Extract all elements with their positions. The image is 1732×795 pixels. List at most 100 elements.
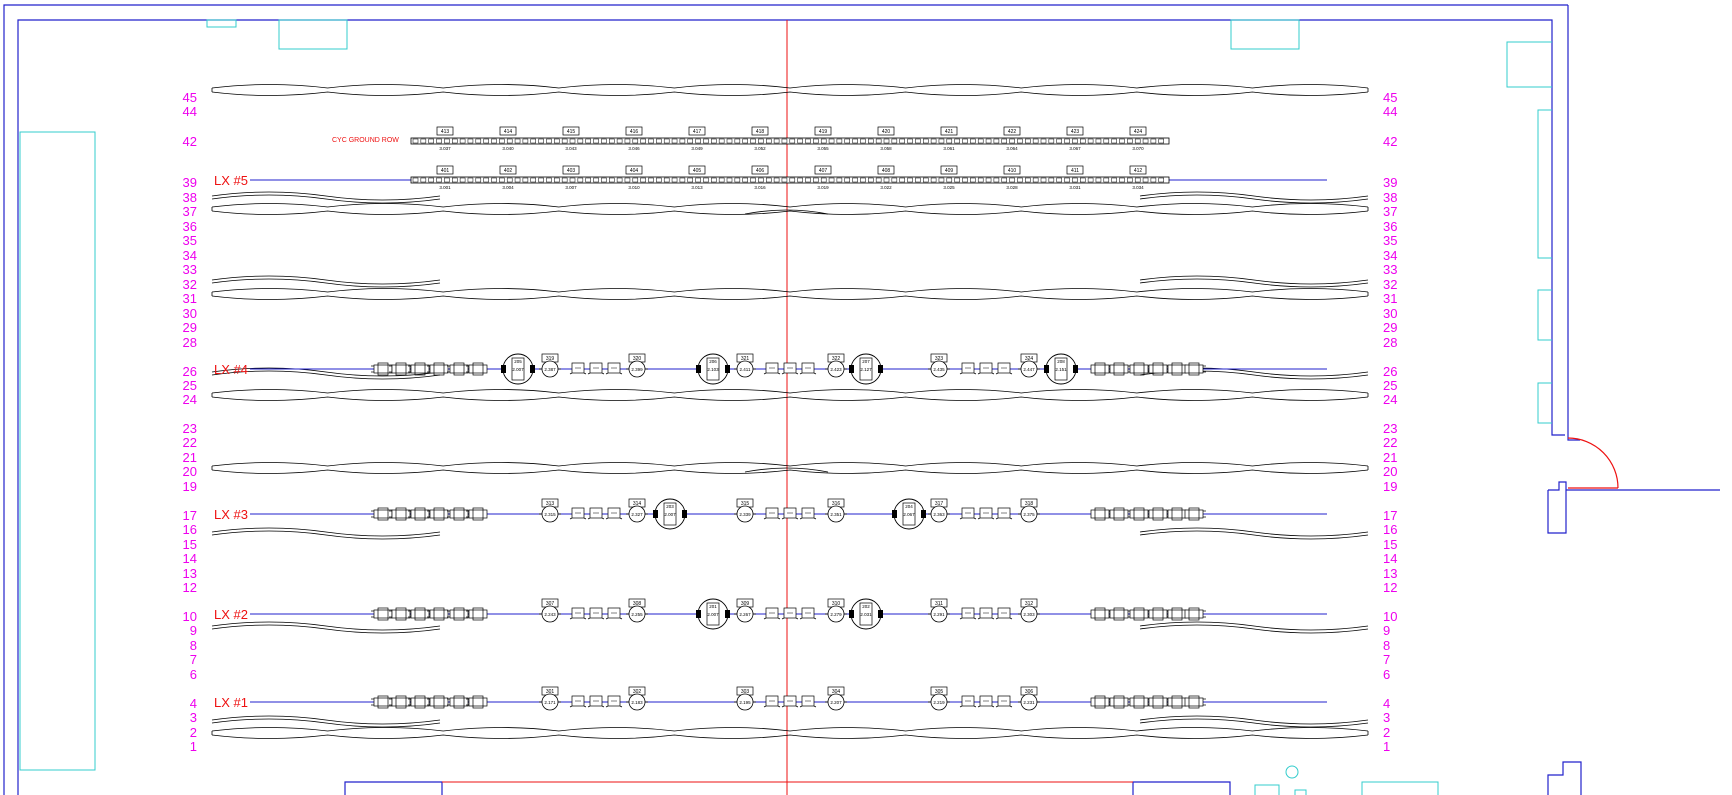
strip-cell xyxy=(758,138,764,144)
wash-fixture: 324 2.447 xyxy=(1018,353,1040,378)
line-number-right: 13 xyxy=(1383,566,1397,581)
wash-fixture: 313 2.315 xyxy=(539,498,561,523)
strip-cell xyxy=(750,138,756,144)
step-3 xyxy=(1361,781,1439,795)
channel-number: 208 xyxy=(1057,359,1065,364)
strip-cell xyxy=(475,138,482,144)
channel-number: 412 xyxy=(1134,168,1143,174)
strip-cell xyxy=(656,177,662,183)
channel-box xyxy=(1129,165,1147,175)
strip-cell xyxy=(742,138,748,144)
wash-fixture: 315 2.339 xyxy=(734,498,756,523)
channel-number: 301 xyxy=(546,689,555,695)
strip-cell xyxy=(1158,138,1164,144)
line-number-left: 31 xyxy=(183,291,197,306)
line-number-left: 25 xyxy=(183,378,197,393)
wash-fixture: 308 2.255 xyxy=(626,598,648,623)
dmx-address: 3.058 xyxy=(880,146,892,151)
cyc-ground-row-label: CYC GROUND ROW xyxy=(332,137,399,144)
strip-cell xyxy=(1064,138,1070,144)
wash-fixture: 302 2.183 xyxy=(626,686,648,711)
strip-cell xyxy=(624,177,631,183)
alcove-3 xyxy=(1537,289,1552,341)
strip-cell xyxy=(1056,138,1062,144)
border-drape xyxy=(211,727,1369,739)
channel-number: 410 xyxy=(1008,168,1017,174)
strip-cell xyxy=(1048,177,1055,183)
ellipsoidal xyxy=(1109,695,1131,709)
strip-cell xyxy=(1119,138,1125,144)
strip-cell xyxy=(1048,138,1055,144)
strip-cell xyxy=(648,138,654,144)
ellipsoidal xyxy=(1184,695,1206,709)
line-number-right: 15 xyxy=(1383,537,1397,552)
line-number-right: 7 xyxy=(1383,652,1390,667)
moving-light: 205 2.007 xyxy=(501,353,535,385)
strip-cell xyxy=(1017,138,1023,144)
strip-cell xyxy=(946,177,953,183)
line-number-right: 33 xyxy=(1383,262,1397,277)
cabinet-right xyxy=(1230,19,1300,50)
ellipsoidal xyxy=(408,362,430,376)
dmx-address: 2.255 xyxy=(631,612,643,617)
strip-cell xyxy=(758,177,764,183)
strip-cell xyxy=(428,138,434,144)
dmx-address: 3.007 xyxy=(565,185,577,190)
strip-cell xyxy=(593,138,599,144)
dmx-address: 3.031 xyxy=(1069,185,1081,190)
strip-cell xyxy=(750,177,756,183)
dmx-address: 3.049 xyxy=(691,146,703,151)
leg-drape xyxy=(1139,621,1369,634)
strip-cell xyxy=(970,138,976,144)
line-number-left: 4 xyxy=(190,696,197,711)
strip-cell xyxy=(554,177,560,183)
strip-cell xyxy=(1111,138,1117,144)
small-fixture xyxy=(799,695,817,708)
leg-drape xyxy=(1139,527,1369,540)
strip-cell xyxy=(907,177,913,183)
small-fixture xyxy=(569,695,587,708)
small-fixture xyxy=(605,607,623,620)
strip-cell xyxy=(483,138,489,144)
strip-cell xyxy=(915,138,921,144)
strip-cell xyxy=(1040,177,1047,183)
line-number-right: 9 xyxy=(1383,623,1390,638)
strip-cell xyxy=(444,177,450,183)
column-bottom-right xyxy=(1547,761,1582,795)
wash-fixture: 316 2.351 xyxy=(825,498,847,523)
channel-box xyxy=(940,126,958,136)
vent-left xyxy=(206,19,237,28)
small-fixture xyxy=(587,507,605,520)
strip-cell xyxy=(601,177,607,183)
dmx-address: 2.127 xyxy=(860,367,872,372)
channel-number: 309 xyxy=(741,601,750,607)
strip-cell xyxy=(695,177,701,183)
strip-cell xyxy=(1001,138,1007,144)
strip-cell xyxy=(852,138,858,144)
strip-cell xyxy=(522,138,529,144)
dmx-address: 3.025 xyxy=(943,185,955,190)
line-number-left: 29 xyxy=(183,320,197,335)
dmx-address: 2.007 xyxy=(664,512,676,517)
line-number-left: 35 xyxy=(183,233,197,248)
strip-cell xyxy=(805,177,811,183)
moving-light: 208 2.151 xyxy=(1044,353,1078,385)
ellipsoidal xyxy=(371,507,393,521)
strip-cell xyxy=(907,138,913,144)
strip-cell xyxy=(679,177,686,183)
channel-number: 408 xyxy=(882,168,891,174)
channel-number: 413 xyxy=(441,129,450,135)
small-fixture xyxy=(569,607,587,620)
strip-cell xyxy=(577,177,584,183)
moving-light: 201 2.007 xyxy=(696,598,730,630)
line-number-right: 38 xyxy=(1383,190,1397,205)
strip-cell xyxy=(561,177,568,183)
opening-left xyxy=(344,781,443,795)
strip-cell xyxy=(616,177,623,183)
strip-cell xyxy=(687,177,693,183)
dmx-address: 2.007 xyxy=(707,612,719,617)
ellipsoidal xyxy=(1184,507,1206,521)
strip-cell xyxy=(711,177,717,183)
wash-fixture: 303 2.195 xyxy=(734,686,756,711)
